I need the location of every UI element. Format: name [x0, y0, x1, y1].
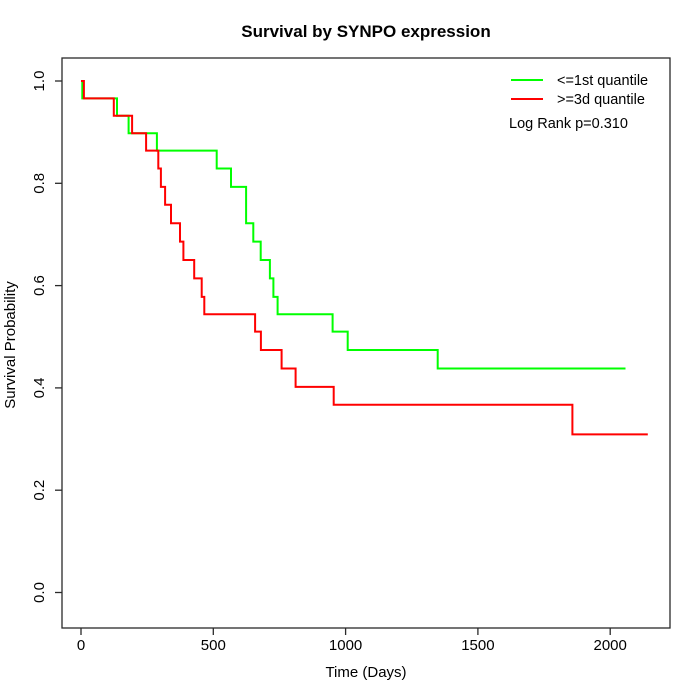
- legend-label-green: <=1st quantile: [557, 73, 648, 89]
- y-tick-label: 0.2: [31, 480, 48, 501]
- survival-curve-low-expression: [81, 80, 626, 370]
- x-axis-title: Time (Days): [325, 664, 406, 681]
- x-tick-label: 500: [201, 637, 226, 654]
- x-tick-label: 0: [77, 637, 85, 654]
- x-tick-label: 1500: [461, 637, 494, 654]
- y-tick-label: 0.4: [31, 377, 48, 398]
- legend: <=1st quantile >=3d quantile Log Rank p=…: [509, 73, 648, 132]
- logrank-pvalue: Log Rank p=0.310: [509, 116, 628, 132]
- x-tick-label: 1000: [329, 637, 362, 654]
- y-tick-label: 1.0: [31, 71, 48, 92]
- x-tick-label: 2000: [594, 637, 627, 654]
- y-tick-label: 0.6: [31, 275, 48, 296]
- chart-title: Survival by SYNPO expression: [241, 22, 490, 41]
- y-axis-title: Survival Probability: [2, 281, 19, 409]
- curves-layer: [81, 80, 648, 436]
- survival-curve-high-expression: [81, 80, 648, 436]
- plot-frame: [61, 57, 671, 629]
- y-tick-label: 0.0: [31, 582, 48, 603]
- axes-layer: 0 500 1000 1500 2000 0.0 0.2 0.4 0.6 0.8 1.0: [31, 71, 627, 654]
- legend-label-red: >=3d quantile: [557, 92, 645, 108]
- y-tick-label: 0.8: [31, 173, 48, 194]
